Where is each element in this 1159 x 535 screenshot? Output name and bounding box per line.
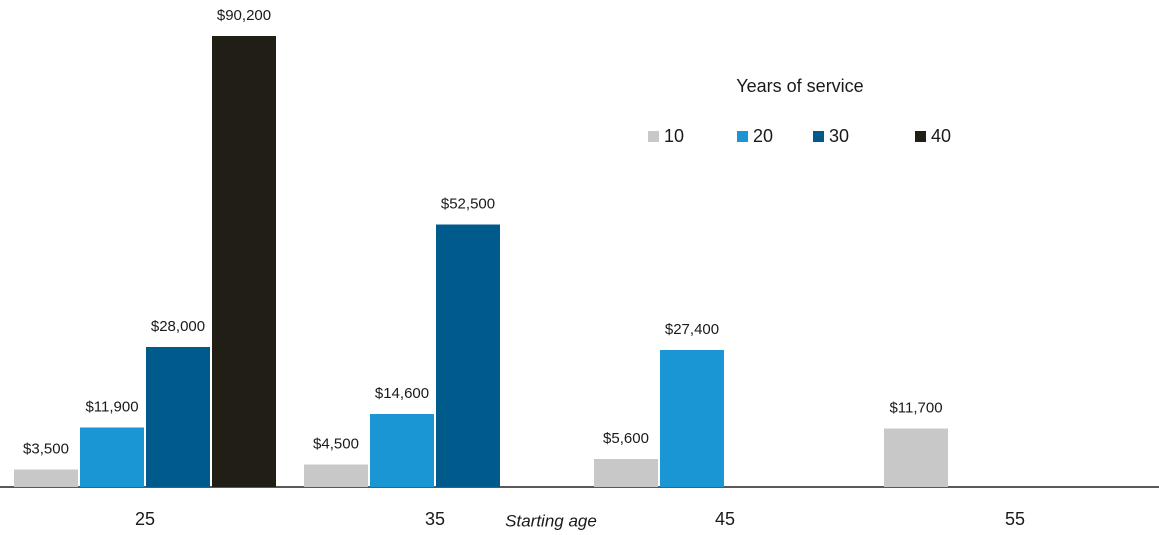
bar	[80, 427, 144, 487]
legend-swatch	[648, 131, 659, 142]
legend-swatch	[737, 131, 748, 142]
legend-swatch	[813, 131, 824, 142]
x-tick-label: 25	[135, 509, 155, 529]
data-label: $90,200	[217, 7, 271, 24]
bar	[660, 350, 724, 487]
data-label: $14,600	[375, 385, 429, 402]
legend-label: 30	[829, 126, 849, 146]
bar	[594, 459, 658, 487]
bar	[436, 224, 500, 487]
x-tick-label: 35	[425, 509, 445, 529]
bar	[14, 469, 78, 487]
data-label: $11,900	[85, 398, 138, 415]
data-label: $52,500	[441, 195, 495, 212]
legend-label: 10	[664, 126, 684, 146]
data-label: $28,000	[151, 318, 205, 335]
legend-title: Years of service	[736, 76, 863, 96]
bar	[146, 347, 210, 487]
bar	[304, 464, 368, 487]
bar	[212, 36, 276, 487]
legend-swatch	[915, 131, 926, 142]
data-label: $3,500	[23, 440, 69, 457]
data-label: $11,700	[889, 399, 942, 416]
legend-label: 20	[753, 126, 773, 146]
bar	[884, 428, 948, 487]
bar	[370, 414, 434, 487]
x-axis-label: Starting age	[505, 511, 597, 530]
x-tick-label: 45	[715, 509, 735, 529]
legend-label: 40	[931, 126, 951, 146]
data-label: $27,400	[665, 321, 719, 338]
x-tick-label: 55	[1005, 509, 1025, 529]
data-label: $5,600	[603, 430, 649, 447]
data-label: $4,500	[313, 435, 359, 452]
